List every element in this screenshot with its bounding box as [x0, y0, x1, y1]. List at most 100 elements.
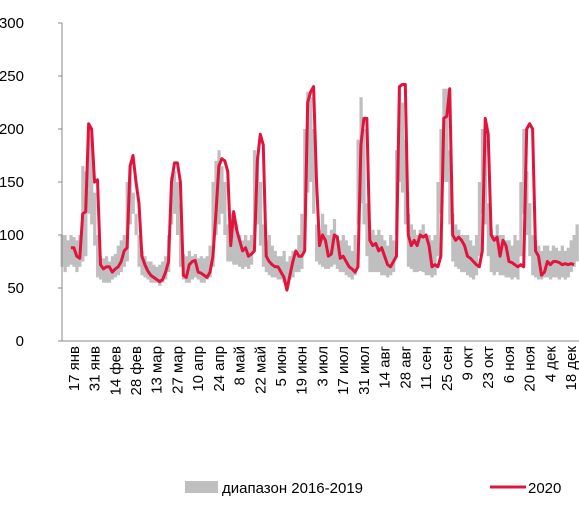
x-tick-label: 31 янв — [87, 346, 104, 391]
range-bar — [341, 235, 345, 273]
y-tick-label: 250 — [0, 68, 24, 85]
range-bar — [66, 240, 70, 267]
range-bar — [454, 224, 458, 267]
range-bar — [418, 229, 422, 272]
range-bar — [439, 129, 443, 214]
range-bar — [531, 235, 535, 276]
x-tick-label: 18 дек — [563, 346, 579, 391]
x-tick-label: 4 дек — [542, 346, 559, 383]
range-bar — [374, 235, 378, 273]
range-bar — [63, 235, 67, 273]
range-bar — [220, 166, 224, 214]
range-bar — [235, 224, 239, 265]
legend-label: 2020 — [528, 480, 561, 497]
range-bar — [433, 235, 437, 276]
range-bar — [238, 235, 242, 267]
range-bar — [282, 250, 286, 283]
range-bar — [294, 256, 298, 273]
x-tick-label: 14 авг — [377, 345, 394, 388]
range-bar — [569, 240, 573, 273]
range-bar — [575, 224, 579, 262]
range-bar — [149, 261, 153, 283]
range-bar — [208, 245, 212, 278]
range-bar — [513, 235, 517, 278]
range-bar — [318, 229, 322, 265]
range-bar — [525, 171, 529, 235]
range-bar — [501, 235, 505, 276]
range-bar — [489, 229, 493, 273]
x-tick-label: 28 фев — [128, 346, 145, 396]
range-bar — [258, 182, 263, 246]
range-bar — [557, 250, 562, 280]
x-tick-label: 8 май — [232, 346, 249, 386]
range-bar — [542, 245, 547, 278]
range-bar — [90, 139, 94, 225]
x-tick-label: 27 мар — [169, 346, 186, 394]
range-bar — [273, 250, 277, 278]
range-bar — [474, 235, 479, 276]
range-bar — [335, 235, 340, 269]
y-tick-label: 200 — [0, 121, 24, 138]
range-bar — [285, 261, 289, 283]
x-tick-label: 22 май — [252, 346, 269, 394]
range-bar — [504, 240, 508, 278]
range-bar — [315, 224, 319, 262]
range-bar — [572, 235, 576, 267]
range-bar — [249, 235, 254, 265]
range-bar — [480, 129, 485, 214]
range-bar — [232, 219, 236, 265]
range-bar — [344, 240, 348, 276]
range-bar — [241, 240, 245, 269]
x-tick-label: 28 авг — [397, 345, 414, 388]
range-bar — [178, 203, 183, 267]
x-tick-label: 5 июн — [273, 346, 290, 386]
x-tick-label: 19 июн — [294, 346, 311, 395]
range-bar — [184, 256, 189, 283]
range-bar — [300, 213, 304, 269]
range-bar — [110, 256, 115, 280]
range-bar — [347, 245, 351, 278]
y-tick-label: 300 — [0, 15, 24, 32]
range-bar — [424, 235, 428, 276]
x-tick-label: 6 ноя — [501, 346, 518, 383]
range-bar — [528, 203, 532, 257]
range-bar — [460, 235, 464, 273]
range-bar — [519, 182, 523, 257]
range-bar — [223, 182, 227, 235]
range-bar — [252, 150, 257, 235]
range-bar — [172, 171, 177, 214]
range-bar — [131, 192, 135, 214]
range-bar — [137, 235, 141, 267]
range-bar — [158, 264, 162, 286]
y-tick-label: 0 — [16, 333, 24, 350]
range-bar — [353, 235, 357, 276]
range-bar — [356, 139, 360, 225]
range-bar — [116, 245, 121, 276]
x-tick-label: 24 апр — [211, 346, 228, 392]
range-bar — [421, 224, 425, 273]
x-tick-label: 14 фев — [107, 346, 124, 396]
range-bar — [448, 150, 452, 225]
range-bar — [392, 240, 396, 273]
x-tick-label: 31 июл — [356, 346, 373, 395]
range-bar — [495, 224, 499, 273]
range-bar — [534, 240, 538, 278]
range-bar — [261, 224, 266, 267]
range-bar — [400, 102, 405, 193]
range-bar — [190, 256, 195, 280]
range-bar — [199, 256, 203, 283]
range-bar — [486, 203, 490, 257]
range-bar — [87, 134, 91, 214]
range-bar — [101, 258, 106, 283]
range-bar — [492, 235, 496, 276]
range-bar — [96, 235, 100, 278]
x-tick-label: 25 сен — [439, 346, 456, 391]
range-bar — [380, 235, 384, 276]
range-bar — [202, 258, 206, 283]
range-bar — [560, 245, 564, 278]
range-bar — [463, 235, 467, 273]
range-bar — [483, 139, 488, 225]
x-tick-label: 9 окт — [459, 346, 476, 381]
range-bar — [84, 171, 88, 257]
range-bar — [211, 182, 215, 267]
